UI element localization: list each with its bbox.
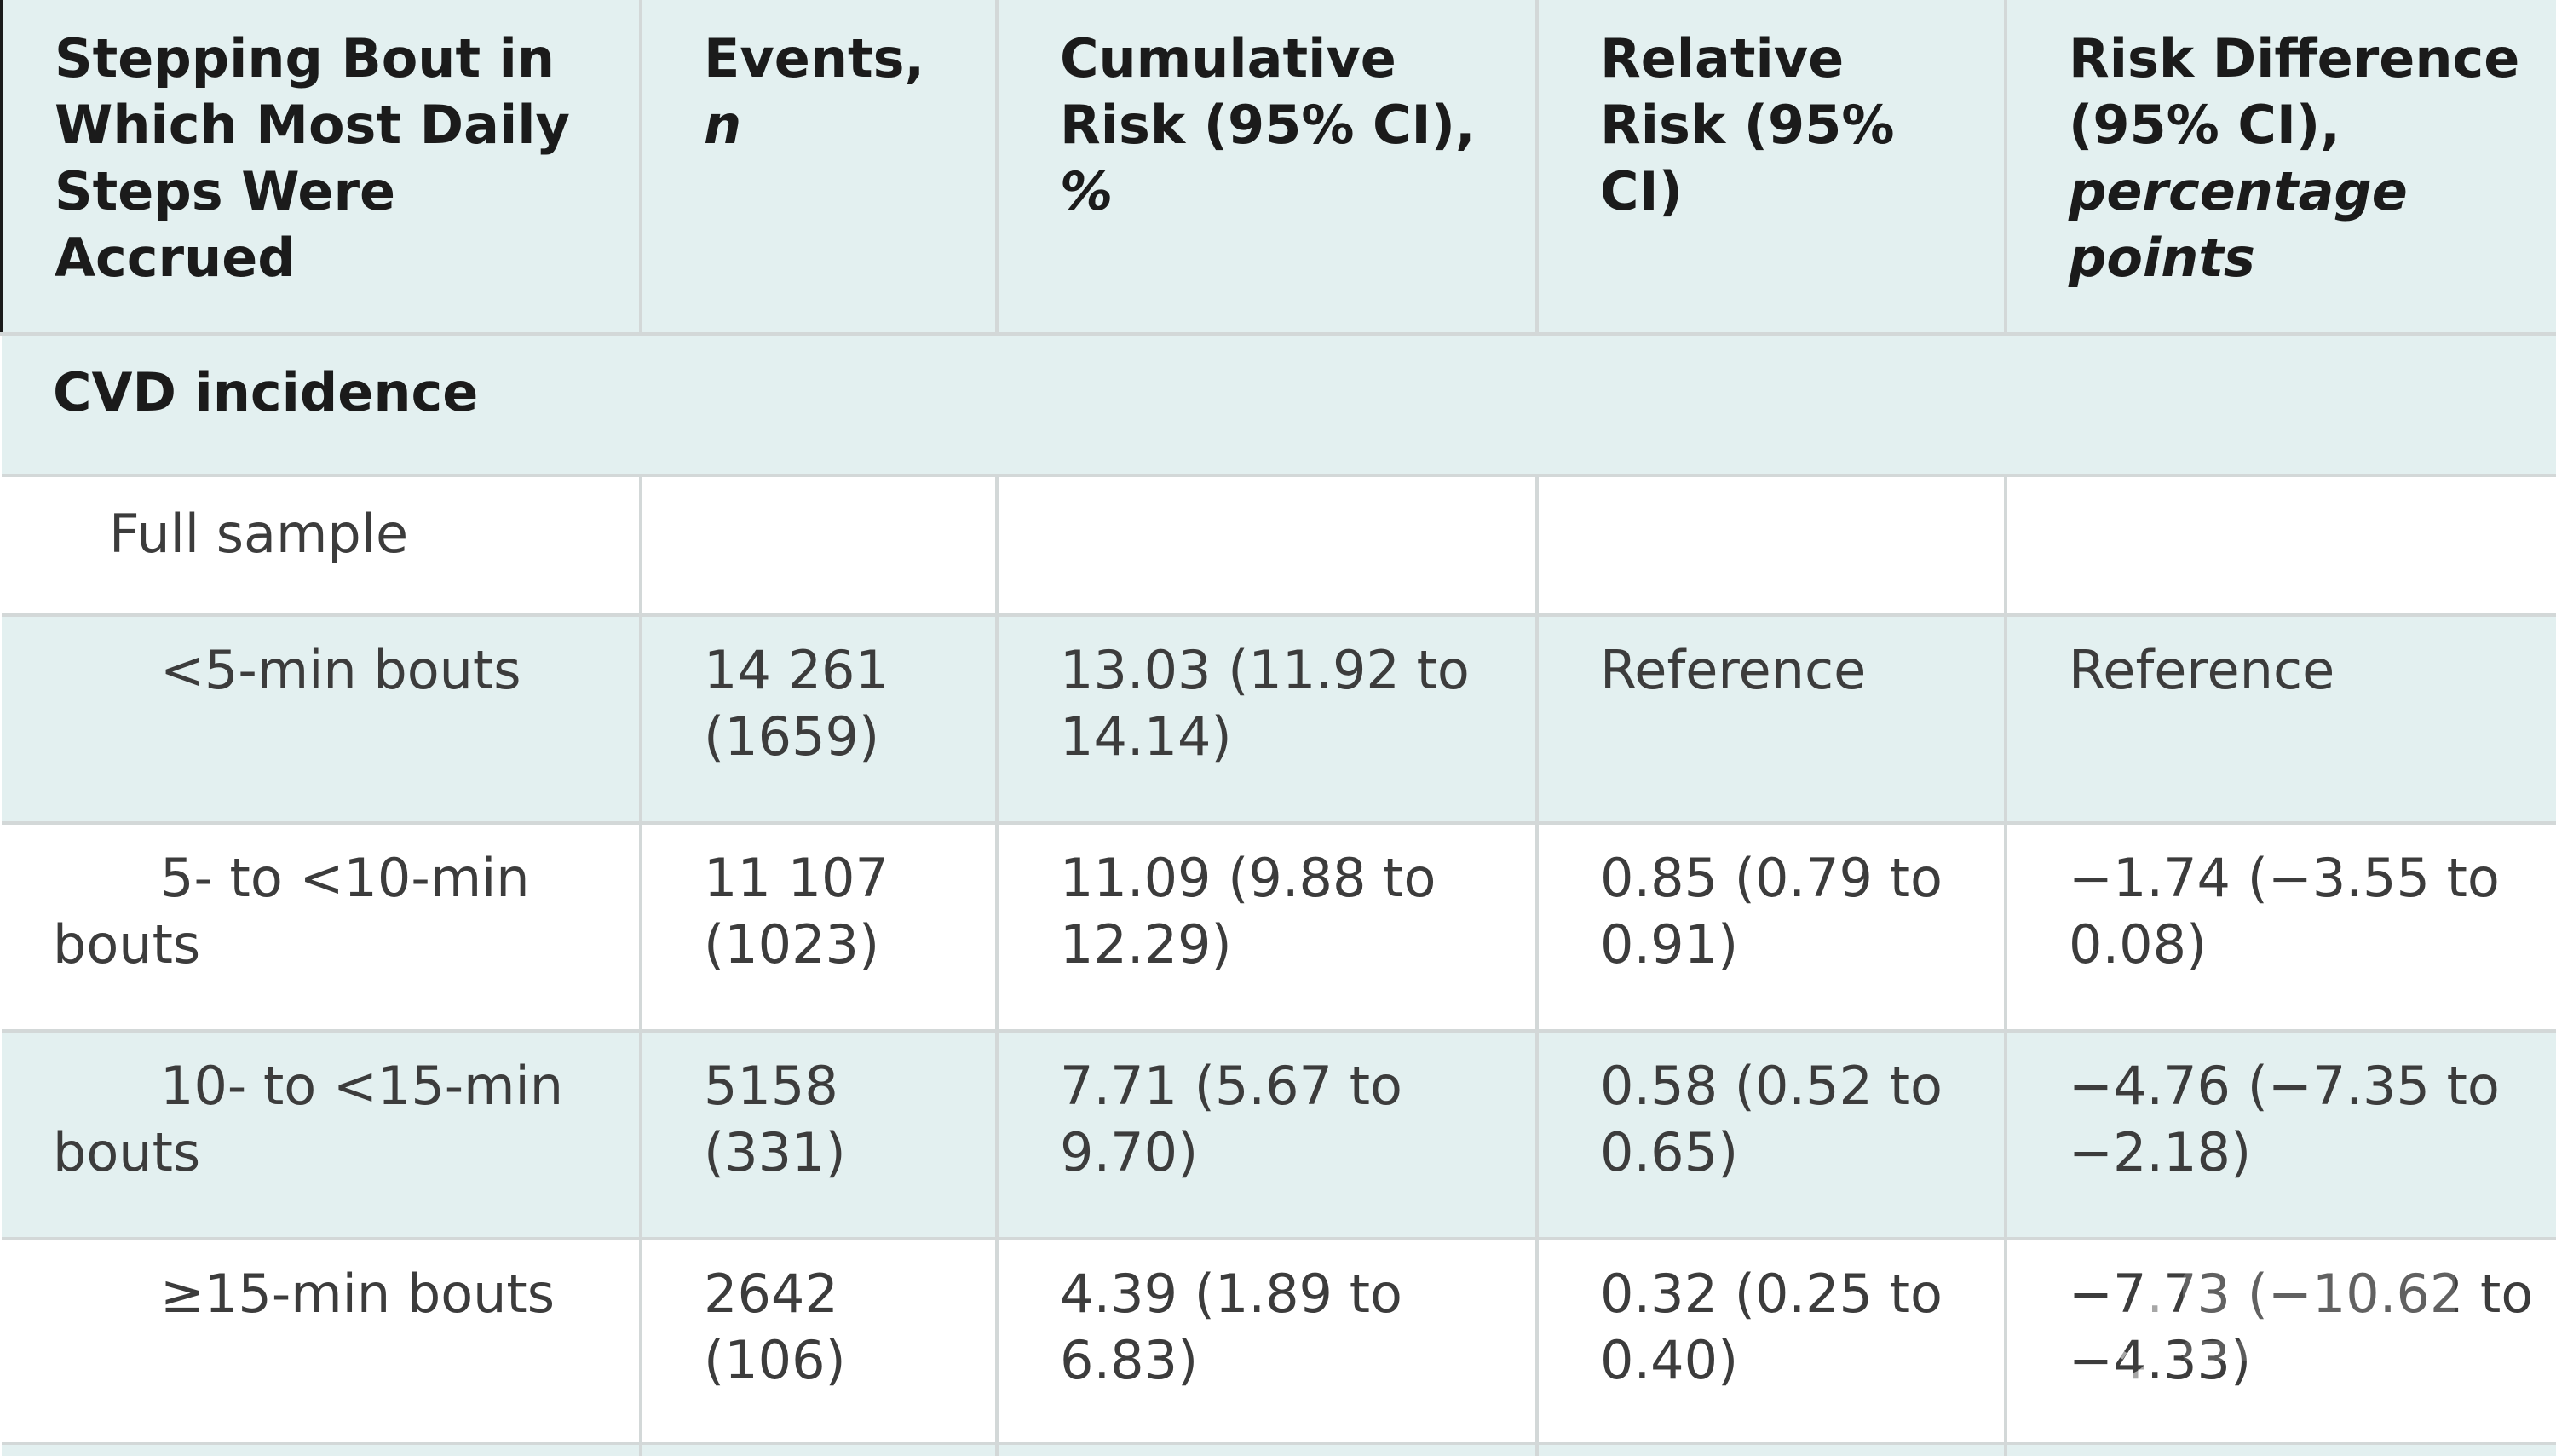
- relative-risk-cell: 0.58 (0.52 to 0.65): [1537, 1031, 2007, 1240]
- table-cell: [1537, 475, 2007, 617]
- header-text: Stepping Bout in Which Most Daily Steps …: [55, 27, 570, 289]
- risk-difference-cell: −7.73 (−10.62 to −4.33): [2006, 1239, 2556, 1445]
- header-text: Risk Difference (95% CI),: [2069, 27, 2520, 156]
- subgroup-text: Full sample: [109, 503, 409, 565]
- subgroup-label: Full sample: [2, 475, 642, 617]
- cumulative-risk-cell: 13.03 (11.92 to 14.14): [997, 615, 1539, 825]
- row-label-text: ≥15-min bouts: [160, 1263, 556, 1325]
- risk-difference-cell: −1.74 (−3.55 to 0.08): [2006, 823, 2556, 1033]
- table-cell: [1537, 1443, 2007, 1456]
- row-label: <5-min bouts: [2, 615, 642, 825]
- risk-difference-cell: Reference: [2006, 615, 2556, 825]
- row-label-text: <5-min bouts: [160, 639, 521, 701]
- row-label: 10- to <15-min bouts: [2, 1031, 642, 1240]
- risk-difference-cell: −4.76 (−7.35 to −2.18): [2006, 1031, 2556, 1240]
- header-text: Relative Risk (95% CI): [1600, 27, 1895, 222]
- relative-risk-cell: Reference: [1537, 615, 2007, 825]
- header-events: Events, n: [641, 0, 999, 336]
- events-cell: 14 261 (1659): [641, 615, 999, 825]
- table-cell: [2006, 1443, 2556, 1456]
- table-cell: [2006, 475, 2556, 617]
- header-stepping-bout: Stepping Bout in Which Most Daily Steps …: [0, 0, 642, 336]
- header-cumulative-risk: Cumulative Risk (95% CI),%: [997, 0, 1539, 336]
- row-label: 5- to <10-min bouts: [2, 823, 642, 1033]
- header-relative-risk: Relative Risk (95% CI): [1537, 0, 2007, 336]
- header-text: Events,: [704, 27, 925, 89]
- table-cell: [997, 1443, 1539, 1456]
- row-label-text: 5- to <10-min bouts: [53, 847, 530, 975]
- header-italic-text: n: [704, 94, 742, 156]
- row-label-text: 10- to <15-min bouts: [53, 1055, 564, 1183]
- table-row: <5-min bouts 14 261 (1659) 13.03 (11.92 …: [2, 615, 2556, 825]
- events-cell: 5158 (331): [641, 1031, 999, 1240]
- subgroup-row: Full sample: [2, 475, 2556, 617]
- table-row: 10- to <15-min bouts 5158 (331) 7.71 (5.…: [2, 1031, 2556, 1240]
- row-label: ≥15-min bouts: [2, 1239, 642, 1445]
- section-title: CVD incidence: [2, 334, 2556, 477]
- header-text: Cumulative Risk (95% CI),: [1060, 27, 1476, 156]
- header-risk-difference: Risk Difference (95% CI), percentage poi…: [2006, 0, 2556, 336]
- table-cell: [2, 1443, 642, 1456]
- header-italic-text: %: [1060, 160, 1114, 222]
- table-row: 5- to <10-min bouts 11 107 (1023) 11.09 …: [2, 823, 2556, 1033]
- table-cell: [997, 475, 1539, 617]
- table-row: ≥15-min bouts 2642 (106) 4.39 (1.89 to 6…: [2, 1239, 2556, 1445]
- table-cell: [641, 475, 999, 617]
- cumulative-risk-cell: 4.39 (1.89 to 6.83): [997, 1239, 1539, 1445]
- section-row: CVD incidence: [2, 334, 2556, 477]
- header-row: Stepping Bout in Which Most Daily Steps …: [0, 0, 2556, 336]
- table-cell: [641, 1443, 999, 1456]
- cumulative-risk-cell: 11.09 (9.88 to 12.29): [997, 823, 1539, 1033]
- events-cell: 11 107 (1023): [641, 823, 999, 1033]
- cumulative-risk-cell: 7.71 (5.67 to 9.70): [997, 1031, 1539, 1240]
- relative-risk-cell: 0.32 (0.25 to 0.40): [1537, 1239, 2007, 1445]
- events-cell: 2642 (106): [641, 1239, 999, 1445]
- relative-risk-cell: 0.85 (0.79 to 0.91): [1537, 823, 2007, 1033]
- header-italic-text: percentage points: [2069, 160, 2408, 289]
- next-row-edge: [2, 1443, 2556, 1456]
